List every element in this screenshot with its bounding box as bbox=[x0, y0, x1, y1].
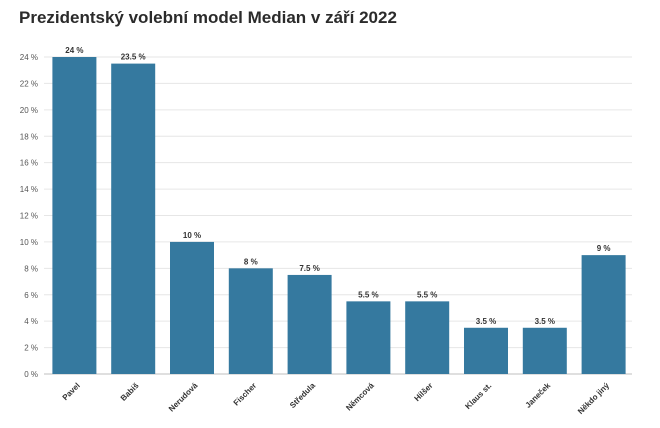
data-label: 23.5 % bbox=[121, 53, 146, 62]
bar bbox=[522, 327, 567, 374]
data-label: 24 % bbox=[65, 46, 83, 55]
data-label: 9 % bbox=[597, 244, 611, 253]
y-tick-label: 24 % bbox=[20, 53, 38, 62]
y-tick-label: 10 % bbox=[20, 238, 38, 247]
data-label: 10 % bbox=[183, 231, 201, 240]
bar bbox=[52, 57, 97, 374]
data-label: 8 % bbox=[244, 257, 258, 266]
x-tick-label: Pavel bbox=[61, 381, 82, 402]
y-tick-label: 8 % bbox=[24, 264, 38, 273]
x-tick-label: Nerudová bbox=[167, 381, 200, 414]
x-tick-label: Někdo jiný bbox=[576, 381, 611, 416]
data-label: 3.5 % bbox=[476, 317, 496, 326]
bar bbox=[581, 255, 626, 374]
y-tick-label: 0 % bbox=[24, 370, 38, 379]
y-tick-label: 20 % bbox=[20, 106, 38, 115]
bar bbox=[111, 63, 156, 375]
x-tick-label: Janeček bbox=[524, 381, 553, 410]
x-tick-label: Hilšer bbox=[413, 381, 435, 403]
bar bbox=[405, 301, 450, 374]
y-tick-label: 14 % bbox=[20, 185, 38, 194]
y-tick-label: 16 % bbox=[20, 159, 38, 168]
y-tick-label: 18 % bbox=[20, 132, 38, 141]
y-tick-label: 4 % bbox=[24, 317, 38, 326]
y-tick-label: 22 % bbox=[20, 79, 38, 88]
bar bbox=[228, 268, 273, 374]
y-tick-label: 2 % bbox=[24, 344, 38, 353]
bar bbox=[287, 274, 332, 374]
bar bbox=[464, 327, 508, 374]
chart-title: Prezidentský volební model Median v září… bbox=[19, 8, 397, 27]
x-tick-label: Babiš bbox=[119, 381, 141, 403]
x-tick-label: Němcová bbox=[344, 381, 376, 413]
bar bbox=[170, 241, 214, 374]
y-tick-label: 12 % bbox=[20, 212, 38, 221]
data-label: 5.5 % bbox=[358, 290, 378, 299]
y-tick-label: 6 % bbox=[24, 291, 38, 300]
x-tick-label: Středula bbox=[288, 381, 317, 410]
x-tick-label: Klaus st. bbox=[463, 381, 493, 411]
data-label: 7.5 % bbox=[299, 264, 319, 273]
bar bbox=[346, 301, 391, 374]
x-tick-label: Fischer bbox=[232, 381, 258, 407]
data-label: 3.5 % bbox=[535, 317, 555, 326]
data-label: 5.5 % bbox=[417, 290, 437, 299]
